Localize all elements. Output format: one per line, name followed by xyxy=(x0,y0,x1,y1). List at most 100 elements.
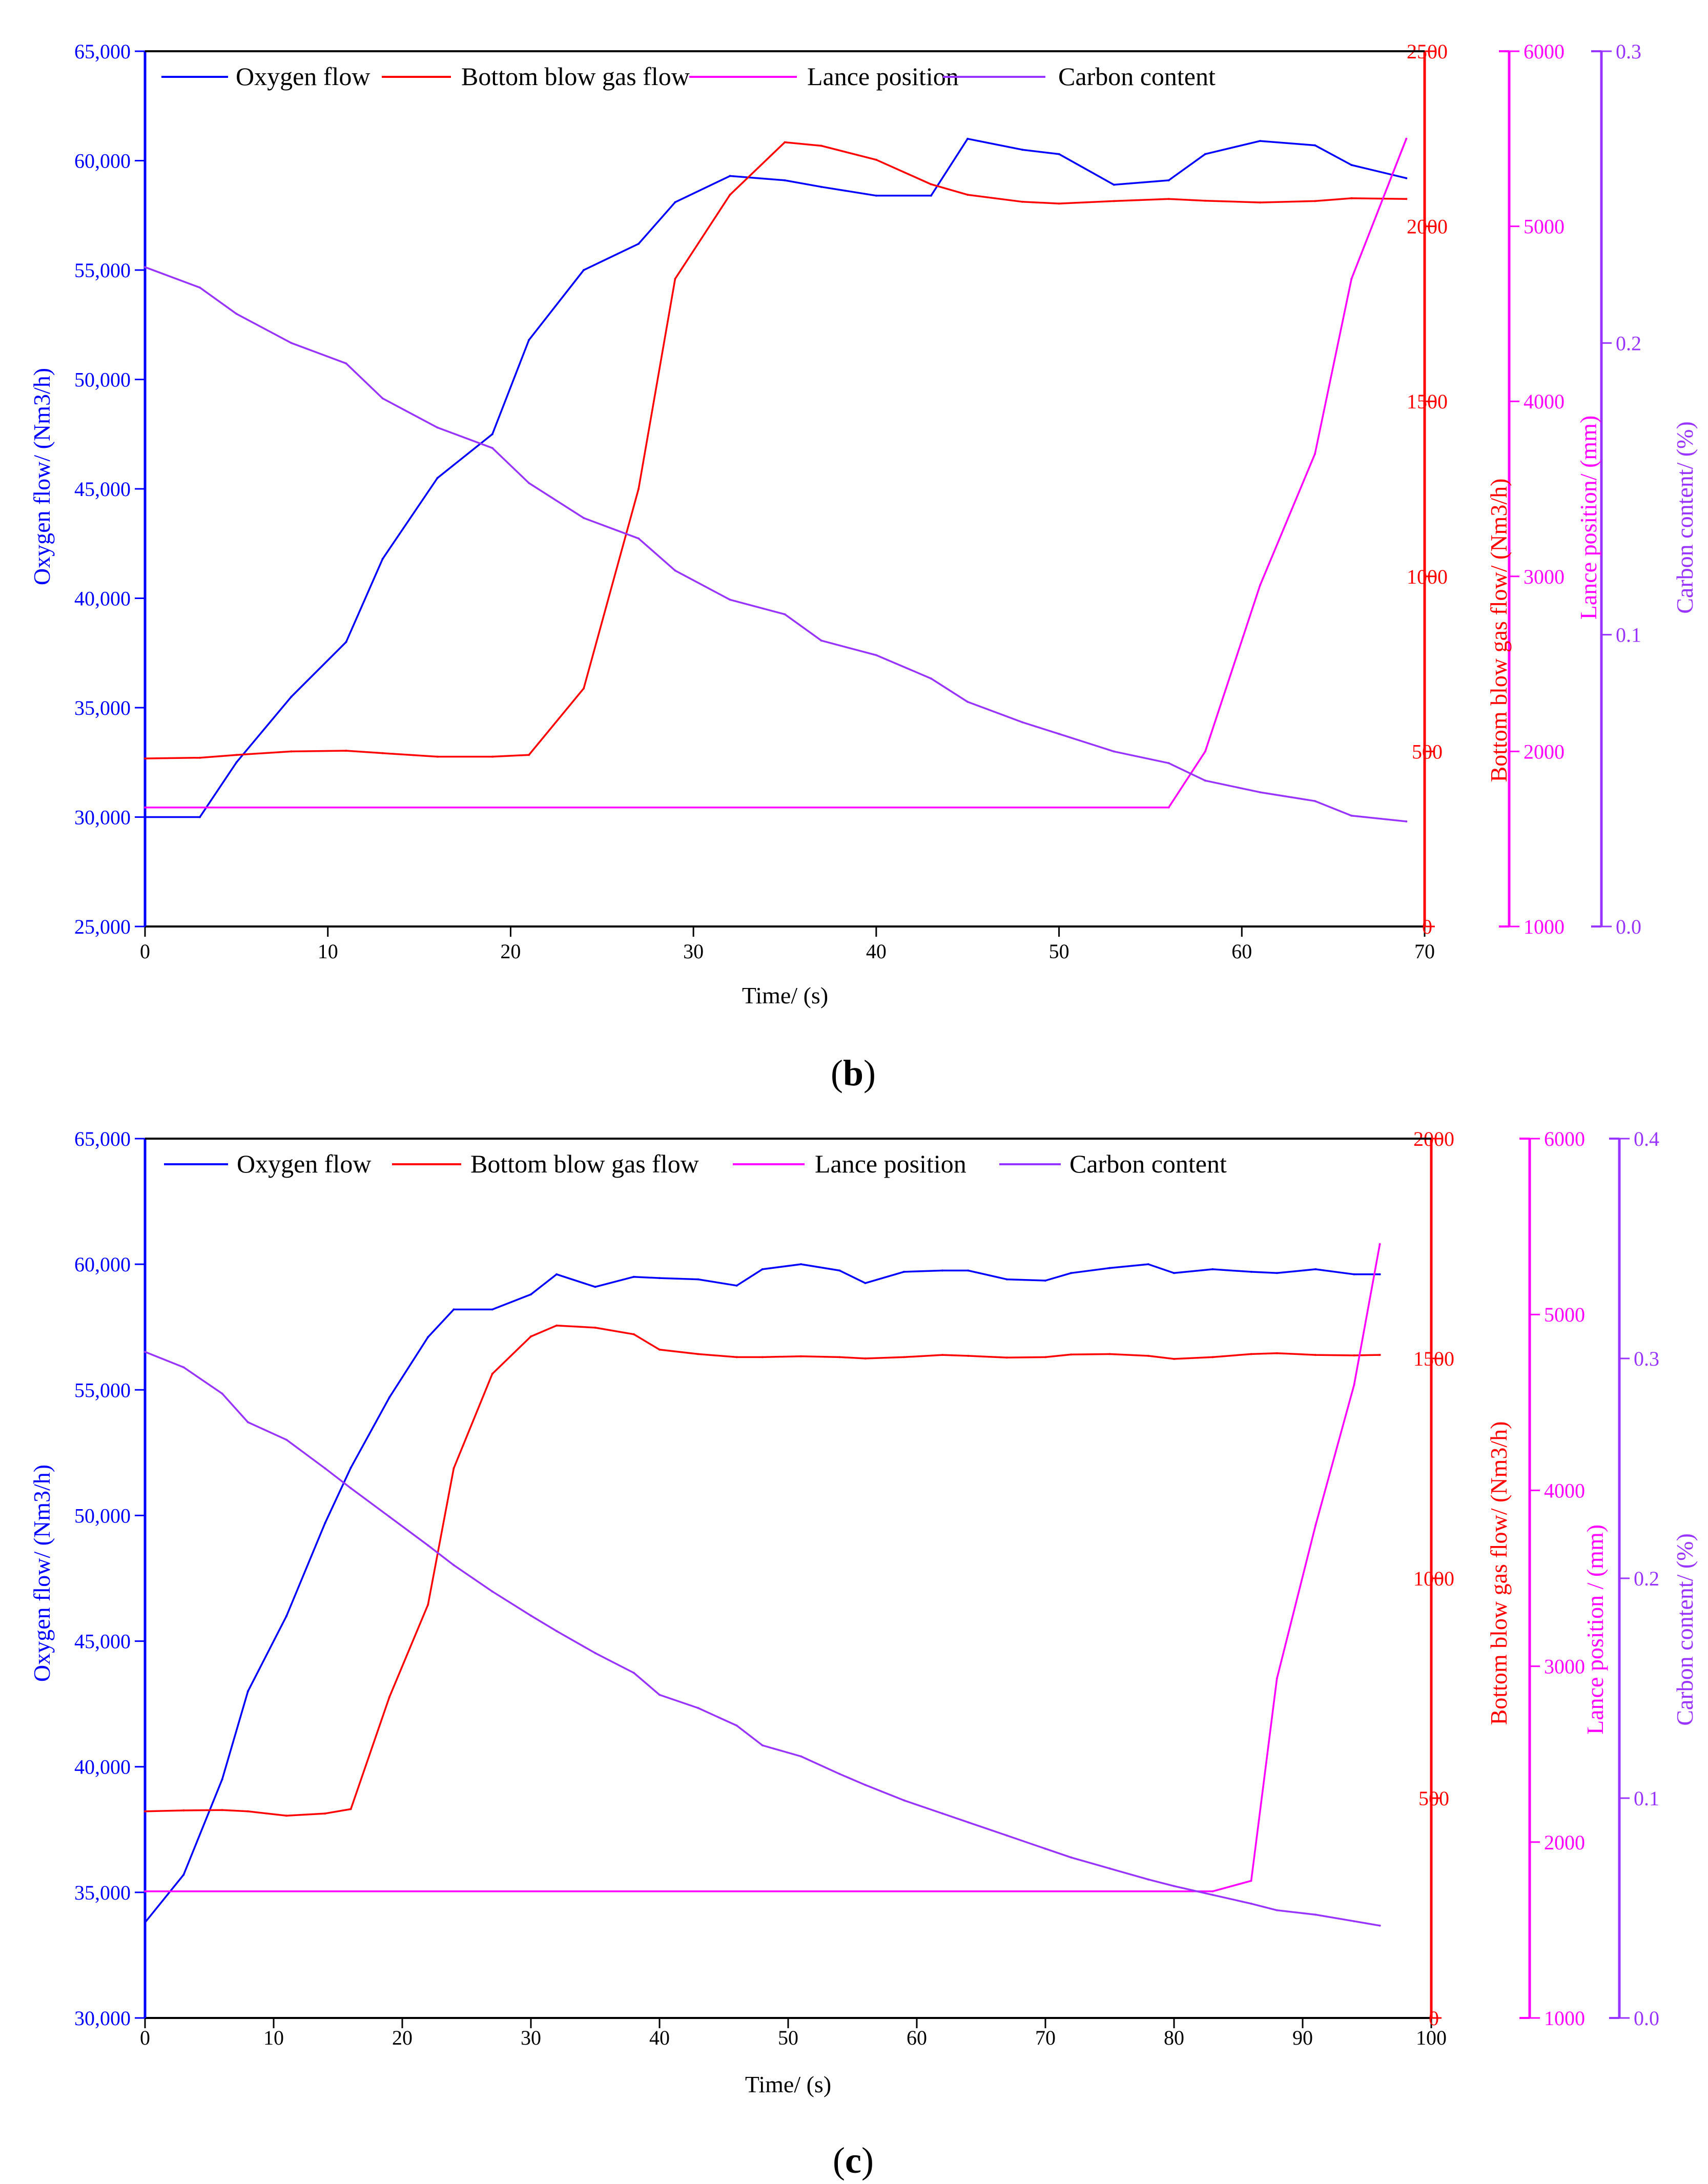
data-point-oxygen-flow xyxy=(864,1282,867,1284)
data-point-carbon-content xyxy=(966,700,969,703)
data-point-carbon-content xyxy=(452,1564,455,1567)
plot-area: 0 10 20 30 40 50 60 70 80 90 100 30,000 35,000 40,000… xyxy=(74,1127,1659,2049)
data-point-carbon-content xyxy=(735,1724,738,1727)
x-tick-label: 100 xyxy=(1416,2026,1447,2049)
data-point-bottom-blow-gas-flow xyxy=(1204,199,1206,202)
data-point-lance-position xyxy=(1250,1880,1252,1882)
data-point-carbon-content xyxy=(697,1707,699,1709)
data-point-oxygen-flow xyxy=(285,1615,288,1617)
carbon-tick-label: 0.2 xyxy=(1634,1567,1659,1590)
oxygen-tick-label: 55,000 xyxy=(74,1378,131,1402)
data-point-oxygen-flow xyxy=(530,1293,532,1295)
data-point-carbon-content xyxy=(491,1590,493,1593)
x-tick-label: 70 xyxy=(1035,2026,1056,2049)
data-point-bottom-blow-gas-flow xyxy=(1147,1354,1149,1357)
data-point-carbon-content xyxy=(1044,1847,1046,1850)
oxygen-tick-label: 65,000 xyxy=(74,40,131,63)
oxygen-tick-label: 60,000 xyxy=(74,1253,131,1276)
data-point-carbon-content xyxy=(658,1694,661,1696)
data-point-carbon-content xyxy=(1259,791,1261,794)
data-point-bottom-blow-gas-flow xyxy=(290,750,293,753)
data-point-oxygen-flow xyxy=(381,558,384,560)
panel-label-open: ( xyxy=(833,2140,845,2181)
lance-tick-label: 5000 xyxy=(1524,215,1565,238)
data-point-bottom-blow-gas-flow xyxy=(967,1354,970,1357)
data-point-lance-position xyxy=(1259,584,1261,586)
bottom-tick-label: 0 xyxy=(1422,915,1432,938)
data-point-bottom-blow-gas-flow xyxy=(436,755,439,758)
data-point-carbon-content xyxy=(144,1351,146,1353)
data-point-carbon-content xyxy=(800,1755,802,1758)
data-point-carbon-content xyxy=(1173,1885,1175,1887)
data-point-carbon-content xyxy=(528,482,530,484)
carbon-tick-label: 0.4 xyxy=(1634,1127,1659,1150)
data-point-carbon-content xyxy=(324,1467,326,1470)
data-point-bottom-blow-gas-flow xyxy=(941,1354,944,1356)
data-point-bottom-blow-gas-flow xyxy=(1405,198,1408,200)
data-point-bottom-blow-gas-flow xyxy=(632,1333,635,1335)
data-point-carbon-content xyxy=(902,1799,905,1802)
data-point-lance-position xyxy=(144,806,146,809)
data-point-carbon-content xyxy=(221,1392,223,1395)
data-point-lance-position xyxy=(144,1890,146,1892)
data-point-oxygen-flow xyxy=(221,1778,223,1781)
data-point-carbon-content xyxy=(530,1614,532,1617)
x-tick-label: 70 xyxy=(1414,940,1435,963)
data-point-bottom-blow-gas-flow xyxy=(1044,1356,1046,1358)
data-point-bottom-blow-gas-flow xyxy=(784,141,786,143)
data-point-carbon-content xyxy=(864,1784,867,1786)
data-point-bottom-blow-gas-flow xyxy=(594,1326,596,1329)
lance-tick-label: 2000 xyxy=(1524,740,1565,763)
data-point-carbon-content xyxy=(941,1812,944,1815)
data-point-bottom-blow-gas-flow xyxy=(1314,1354,1317,1356)
data-point-bottom-blow-gas-flow xyxy=(735,1356,738,1358)
data-point-oxygen-flow xyxy=(182,1873,185,1876)
lance-tick-label: 4000 xyxy=(1524,390,1565,413)
lance-tick-label: 6000 xyxy=(1544,1127,1585,1150)
data-point-bottom-blow-gas-flow xyxy=(800,1355,802,1357)
bottom-tick-label: 1500 xyxy=(1407,390,1448,413)
data-point-oxygen-flow xyxy=(941,1269,944,1272)
data-point-carbon-content xyxy=(1378,1924,1381,1927)
data-point-bottom-blow-gas-flow xyxy=(285,1815,288,1817)
data-point-bottom-blow-gas-flow xyxy=(1005,1356,1008,1359)
x-tick-label: 90 xyxy=(1292,2026,1313,2049)
carbon-axis-title: Carbon content/ (%) xyxy=(1672,421,1698,614)
panel-c: 0 10 20 30 40 50 60 70 80 90 100 30,000 35,000 40,000… xyxy=(29,1127,1698,2181)
data-point-oxygen-flow xyxy=(1314,144,1316,147)
oxygen-tick-label: 50,000 xyxy=(74,1504,131,1527)
data-point-oxygen-flow xyxy=(1108,1267,1111,1269)
oxygen-tick-label: 55,000 xyxy=(74,259,131,282)
data-point-bottom-blow-gas-flow xyxy=(235,754,238,756)
carbon-tick-label: 0.1 xyxy=(1634,1787,1659,1810)
data-point-bottom-blow-gas-flow xyxy=(144,1810,146,1812)
lance-tick-label: 5000 xyxy=(1544,1303,1585,1326)
data-point-bottom-blow-gas-flow xyxy=(838,1356,841,1358)
data-point-oxygen-flow xyxy=(1314,1268,1317,1270)
data-point-bottom-blow-gas-flow xyxy=(1250,1353,1252,1355)
legend-label-carbon-content: Carbon content xyxy=(1069,1149,1227,1178)
oxygen-axis-title: Oxygen flow/ (Nm3/h) xyxy=(29,1465,55,1682)
data-point-carbon-content xyxy=(182,1366,185,1369)
bottom-tick-label: 1500 xyxy=(1413,1347,1454,1370)
data-point-carbon-content xyxy=(875,654,877,656)
data-point-carbon-content xyxy=(1405,820,1408,822)
data-point-oxygen-flow xyxy=(144,816,146,818)
data-point-carbon-content xyxy=(290,342,293,344)
data-point-bottom-blow-gas-flow xyxy=(583,687,585,690)
carbon-tick-label: 0.0 xyxy=(1634,2007,1659,2030)
oxygen-tick-label: 65,000 xyxy=(74,1127,131,1150)
plot-area: 0 10 20 30 40 50 60 70 25,000 30,000 35,000 40,000 4… xyxy=(74,40,1641,963)
data-point-bottom-blow-gas-flow xyxy=(452,1467,455,1470)
data-point-oxygen-flow xyxy=(800,1263,802,1266)
x-tick-label: 30 xyxy=(521,2026,541,2049)
lance-tick-label: 2000 xyxy=(1544,1831,1585,1854)
panel-label-open: ( xyxy=(831,1053,843,1094)
data-point-oxygen-flow xyxy=(246,1690,249,1693)
bottom-tick-label: 0 xyxy=(1429,2007,1439,2030)
data-point-bottom-blow-gas-flow xyxy=(1058,202,1060,205)
data-point-bottom-blow-gas-flow xyxy=(864,1357,867,1359)
data-point-carbon-content xyxy=(637,537,640,540)
data-point-carbon-content xyxy=(1021,721,1024,724)
